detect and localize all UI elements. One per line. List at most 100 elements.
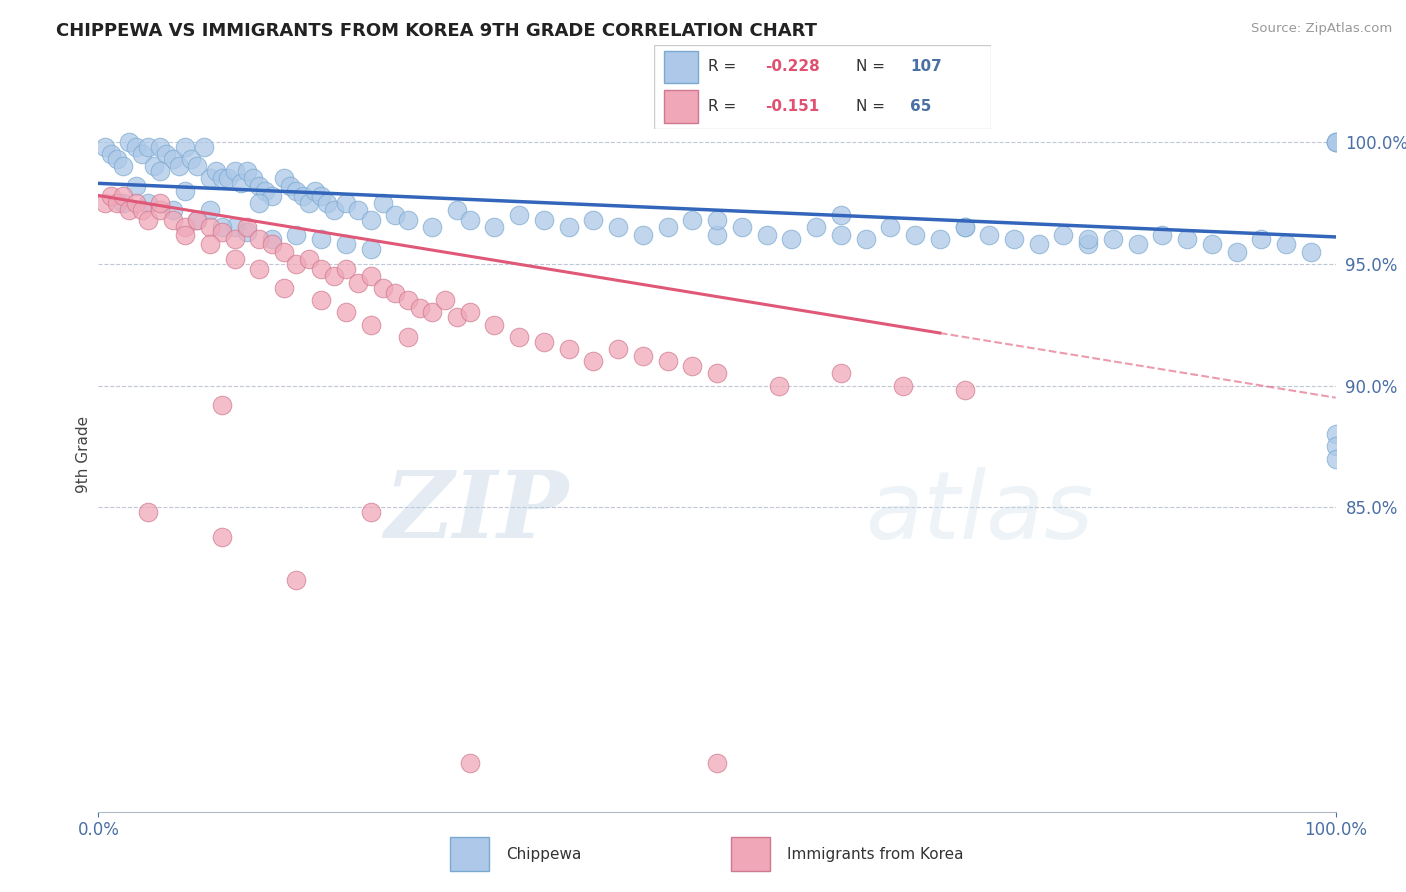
Point bbox=[422, 305, 444, 319]
Point bbox=[167, 159, 190, 173]
Point bbox=[446, 203, 468, 218]
Text: atlas: atlas bbox=[866, 467, 1094, 558]
Point bbox=[224, 164, 246, 178]
Point bbox=[360, 318, 382, 332]
Point bbox=[285, 184, 308, 198]
Point bbox=[149, 195, 172, 210]
Point bbox=[446, 310, 468, 325]
Point bbox=[879, 220, 901, 235]
Point bbox=[143, 159, 166, 173]
Point bbox=[186, 213, 208, 227]
Point bbox=[557, 342, 579, 356]
Point bbox=[1152, 227, 1174, 242]
Point bbox=[396, 213, 419, 227]
Point bbox=[124, 140, 146, 154]
Point bbox=[211, 171, 233, 186]
Point bbox=[1324, 451, 1347, 466]
Point bbox=[706, 227, 728, 242]
Point bbox=[309, 232, 332, 246]
FancyBboxPatch shape bbox=[664, 90, 697, 122]
Point bbox=[1002, 232, 1025, 246]
Point bbox=[607, 220, 630, 235]
Point bbox=[100, 188, 122, 202]
Point bbox=[607, 342, 630, 356]
Text: 107: 107 bbox=[910, 59, 942, 74]
Point bbox=[100, 147, 122, 161]
Point bbox=[360, 268, 382, 283]
FancyBboxPatch shape bbox=[654, 45, 991, 129]
Point bbox=[211, 225, 233, 239]
Point bbox=[384, 208, 406, 222]
Point bbox=[1175, 232, 1198, 246]
Point bbox=[706, 367, 728, 381]
Point bbox=[309, 293, 332, 308]
Point bbox=[174, 227, 197, 242]
Point bbox=[211, 220, 233, 235]
Point bbox=[291, 188, 314, 202]
Point bbox=[384, 285, 406, 300]
Point bbox=[433, 293, 456, 308]
Point bbox=[1250, 232, 1272, 246]
Point bbox=[1077, 237, 1099, 252]
Point bbox=[247, 232, 270, 246]
Point bbox=[1201, 237, 1223, 252]
Point bbox=[112, 188, 135, 202]
Point bbox=[131, 147, 153, 161]
Point bbox=[904, 227, 927, 242]
Point bbox=[1324, 135, 1347, 149]
Point bbox=[136, 505, 159, 519]
Point bbox=[217, 171, 239, 186]
Point bbox=[731, 220, 754, 235]
Point bbox=[396, 330, 419, 344]
Point bbox=[484, 220, 506, 235]
Point bbox=[242, 171, 264, 186]
Point bbox=[1077, 232, 1099, 246]
Point bbox=[681, 213, 703, 227]
Point bbox=[260, 232, 283, 246]
Point bbox=[681, 359, 703, 373]
Point bbox=[136, 213, 159, 227]
Point bbox=[1299, 244, 1322, 259]
Point bbox=[278, 178, 301, 193]
Point bbox=[755, 227, 778, 242]
Point bbox=[1028, 237, 1050, 252]
Point bbox=[273, 281, 295, 295]
Point bbox=[371, 195, 394, 210]
Point bbox=[422, 220, 444, 235]
Point bbox=[162, 213, 184, 227]
Text: N =: N = bbox=[856, 99, 886, 114]
Point bbox=[162, 152, 184, 166]
Point bbox=[198, 171, 221, 186]
Point bbox=[131, 203, 153, 218]
Text: -0.151: -0.151 bbox=[765, 99, 820, 114]
Point bbox=[1324, 427, 1347, 442]
Point bbox=[136, 140, 159, 154]
Text: N =: N = bbox=[856, 59, 886, 74]
Point bbox=[484, 318, 506, 332]
Point bbox=[205, 164, 228, 178]
Point bbox=[582, 354, 605, 368]
Point bbox=[1126, 237, 1149, 252]
Point bbox=[118, 135, 141, 149]
Point bbox=[118, 203, 141, 218]
Point bbox=[1324, 135, 1347, 149]
Point bbox=[953, 220, 976, 235]
Point bbox=[236, 164, 259, 178]
Point bbox=[247, 261, 270, 276]
Point bbox=[260, 237, 283, 252]
Point bbox=[508, 330, 530, 344]
Point bbox=[1102, 232, 1125, 246]
Point bbox=[316, 195, 339, 210]
Text: Immigrants from Korea: Immigrants from Korea bbox=[787, 847, 965, 862]
Point bbox=[347, 203, 370, 218]
Text: Source: ZipAtlas.com: Source: ZipAtlas.com bbox=[1251, 22, 1392, 36]
Point bbox=[953, 384, 976, 398]
Point bbox=[273, 244, 295, 259]
Point bbox=[193, 140, 215, 154]
Point bbox=[780, 232, 803, 246]
Point bbox=[285, 227, 308, 242]
Point bbox=[335, 195, 357, 210]
Point bbox=[298, 252, 321, 266]
Point bbox=[136, 195, 159, 210]
Point bbox=[174, 220, 197, 235]
